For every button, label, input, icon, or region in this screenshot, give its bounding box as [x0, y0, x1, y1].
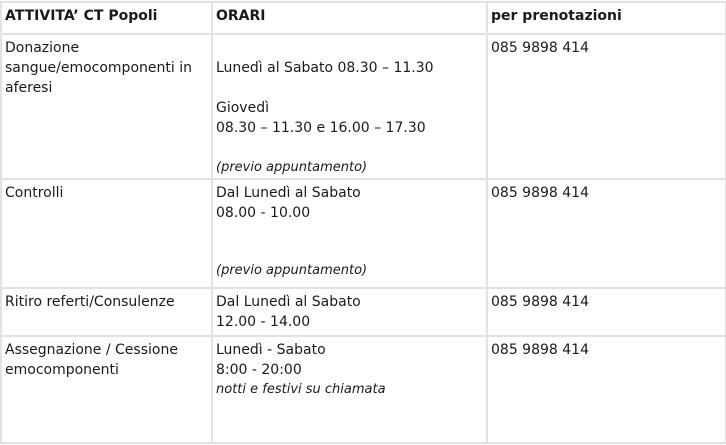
table-row: Donazione sangue/emocomponenti in aferes…: [0, 33, 726, 180]
phone-cell: 085 9898 414: [486, 335, 726, 444]
hours-line: Dal Lunedì al Sabato: [216, 294, 361, 310]
hours-line: 8:00 - 20:00: [216, 362, 302, 378]
activity-cell: Donazione sangue/emocomponenti in aferes…: [0, 33, 213, 180]
hours-line: 12.00 - 14.00: [216, 314, 311, 330]
hours-cell: Lunedì al Sabato 08.30 – 11.30 Giovedì 0…: [211, 33, 488, 180]
hours-cell: Lunedì - Sabato 8:00 - 20:00 notti e fes…: [211, 335, 488, 444]
header-row: ATTIVITA’ CT Popoli ORARI per prenotazio…: [0, 1, 726, 35]
hours-line: Dal Lunedì al Sabato: [216, 185, 361, 201]
hours-line: Lunedì al Sabato 08.30 – 11.30: [216, 60, 434, 76]
note: (previo appuntamento): [216, 263, 368, 278]
hours-cell: Dal Lunedì al Sabato 08.00 - 10.00 (prev…: [211, 178, 488, 289]
note: (previo appuntamento): [216, 160, 368, 175]
activity-cell: Assegnazione / Cessione emocomponenti: [0, 335, 213, 444]
hours-line: Giovedì: [216, 100, 269, 116]
phone-cell: 085 9898 414: [486, 178, 726, 289]
hours-cell: Dal Lunedì al Sabato 12.00 - 14.00: [211, 287, 488, 337]
table-row: Controlli Dal Lunedì al Sabato 08.00 - 1…: [0, 178, 726, 289]
header-activity: ATTIVITA’ CT Popoli: [0, 1, 213, 35]
hours-line: 08.30 – 11.30 e 16.00 – 17.30: [216, 120, 426, 136]
activity-cell: Controlli: [0, 178, 213, 289]
phone-cell: 085 9898 414: [486, 287, 726, 337]
table-row: Assegnazione / Cessione emocomponenti Lu…: [0, 335, 726, 444]
header-hours: ORARI: [211, 1, 488, 35]
header-booking: per prenotazioni: [486, 1, 726, 35]
note: notti e festivi su chiamata: [216, 382, 386, 397]
activity-cell: Ritiro referti/Consulenze: [0, 287, 213, 337]
hours-line: 08.00 - 10.00: [216, 205, 311, 221]
phone-cell: 085 9898 414: [486, 33, 726, 180]
hours-line: Lunedì - Sabato: [216, 342, 326, 358]
table-row: Ritiro referti/Consulenze Dal Lunedì al …: [0, 287, 726, 337]
